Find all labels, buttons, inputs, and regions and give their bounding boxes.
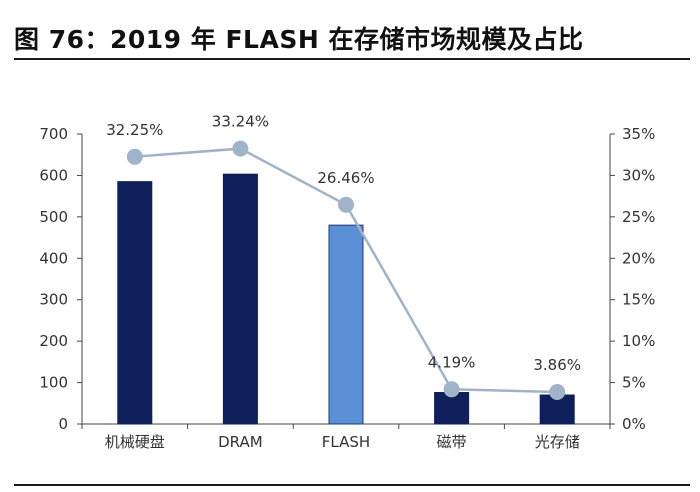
line-point bbox=[126, 148, 143, 165]
data-labels: 32.25% 33.24% 26.46% 4.19% 3.86% bbox=[106, 113, 581, 374]
left-tick-label: 500 bbox=[39, 208, 68, 226]
share-line-series bbox=[126, 140, 566, 401]
bar bbox=[328, 224, 364, 425]
x-tick-label: DRAM bbox=[218, 433, 263, 451]
x-tick-label: 机械硬盘 bbox=[105, 433, 165, 451]
right-tick-label: 25% bbox=[622, 208, 655, 226]
left-tick-label: 0 bbox=[58, 415, 68, 433]
title-divider bbox=[14, 58, 690, 60]
right-tick-label: 35% bbox=[622, 125, 655, 143]
line-data-label: 4.19% bbox=[428, 353, 476, 371]
bar bbox=[222, 173, 258, 425]
bar bbox=[117, 181, 153, 425]
left-tick-label: 300 bbox=[39, 291, 68, 309]
figure-title: 图 76：2019 年 FLASH 在存储市场规模及占比 bbox=[14, 25, 584, 54]
left-tick-label: 600 bbox=[39, 166, 68, 184]
line-data-label: 33.24% bbox=[212, 113, 269, 131]
line-point bbox=[443, 381, 460, 398]
right-tick-label: 5% bbox=[622, 374, 646, 392]
x-tick-label: 光存储 bbox=[535, 433, 580, 451]
right-tick-label: 0% bbox=[622, 415, 646, 433]
line-data-label: 32.25% bbox=[106, 121, 163, 139]
right-tick-label: 15% bbox=[622, 291, 655, 309]
left-tick-label: 200 bbox=[39, 332, 68, 350]
x-tick-label: 磁带 bbox=[437, 433, 467, 451]
bar bbox=[434, 392, 470, 425]
left-tick-label: 700 bbox=[39, 125, 68, 143]
right-tick-label: 30% bbox=[622, 166, 655, 184]
left-tick-label: 100 bbox=[39, 374, 68, 392]
figure-header: 图 76：2019 年 FLASH 在存储市场规模及占比 bbox=[14, 12, 690, 68]
right-tick-label: 10% bbox=[622, 332, 655, 350]
line-data-label: 3.86% bbox=[533, 356, 581, 374]
bar-series bbox=[117, 173, 575, 425]
left-tick-label: 400 bbox=[39, 249, 68, 267]
line-point bbox=[338, 196, 354, 213]
bottom-divider bbox=[14, 484, 690, 486]
right-tick-label: 20% bbox=[622, 249, 655, 267]
line-point bbox=[232, 140, 249, 157]
line-data-label: 26.46% bbox=[317, 169, 374, 187]
line-point bbox=[549, 384, 566, 401]
chart-axes: 0 100 200 300 400 500 600 700 0% 5% 10% 15% 20% 25% 30… bbox=[39, 125, 655, 451]
x-tick-label: FLASH bbox=[322, 433, 370, 451]
